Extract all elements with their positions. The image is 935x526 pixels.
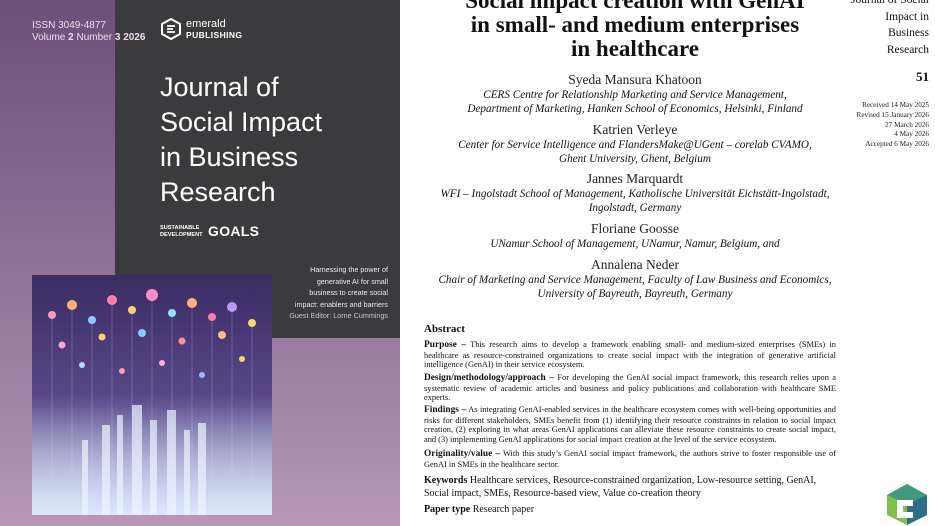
- cover-desc-line: generative AI for small: [316, 276, 388, 286]
- date-line: 27 March 2026: [885, 120, 929, 129]
- abstract-label: Design/methodology/approach –: [424, 373, 555, 383]
- issue-year: 2026: [123, 32, 146, 43]
- sdg-line: SUSTAINABLE: [160, 225, 200, 231]
- journal-cover: ISSN 3049-4877 Volume 2 Number 3 2026 em…: [0, 0, 400, 526]
- cover-title-line: Research: [160, 177, 276, 207]
- cover-desc-line: Harnessing the power of: [310, 265, 388, 274]
- abstract-label: Purpose –: [424, 340, 467, 350]
- title-line: in healthcare: [571, 36, 699, 61]
- author-name: Floriane Goosse: [590, 221, 680, 236]
- cover-illustration: [32, 275, 272, 515]
- issue-number: 3: [114, 32, 121, 43]
- author-affiliation: Chair of Marketing and Service Managemen…: [420, 273, 850, 301]
- abstract-text: With this study’s GenAI social impact fr…: [424, 449, 836, 469]
- sdg-logo: SUSTAINABLE DEVELOPMENT GOALS: [160, 223, 290, 242]
- cover-desc-line: business to create social: [309, 288, 388, 297]
- sdg-line: DEVELOPMENT: [160, 231, 203, 238]
- author-name: Syeda Mansura Khatoon: [568, 72, 702, 87]
- cover-title-line: Journal of: [160, 72, 279, 102]
- submission-dates: Received 14 May 2025 Revised 15 January …: [857, 101, 929, 150]
- abstract-heading: Abstract: [424, 323, 465, 335]
- author-name: Katrien Verleye: [592, 122, 678, 137]
- abstract-text: As integrating GenAI-enabled services in…: [424, 405, 836, 444]
- sidebar-journal-line: Business: [888, 27, 929, 39]
- emerald-logo-icon: [161, 18, 181, 40]
- sidebar-journal-line: Research: [886, 43, 929, 56]
- affiliation-line: Ghent University, Ghent, Belgium: [559, 153, 711, 165]
- affiliation-line: UNamur School of Management, UNamur, Nam…: [490, 238, 780, 250]
- author-affiliation: CERS Centre for Relationship Marketing a…: [420, 88, 850, 116]
- title-line: Social impact creation with GenAI: [465, 0, 805, 13]
- author-name: Annalena Neder: [590, 257, 680, 272]
- sidebar-journal-line: Journal of Social: [851, 0, 929, 6]
- logo-text-publishing: PUBLISHING: [186, 30, 243, 40]
- author-affiliation: Center for Service Intelligence and Flan…: [420, 138, 850, 166]
- paper-type-label: Paper type: [424, 504, 471, 515]
- title-line: in small- and medium enterprises: [470, 12, 800, 37]
- abstract-design: Design/methodology/approach – For develo…: [424, 373, 836, 403]
- paper-type-text: Research paper: [472, 504, 535, 515]
- number-label: Number: [76, 32, 113, 43]
- guest-editor: Guest Editor: Lorne Cummings: [289, 311, 388, 320]
- sidebar-journal-line: Impact in: [885, 10, 929, 23]
- keywords-label: Keywords: [424, 475, 468, 486]
- date-line: Revised 15 January 2026: [856, 110, 929, 119]
- affiliation-line: Department of Marketing, Hanken School o…: [467, 103, 803, 115]
- sdg-small-text: SUSTAINABLE DEVELOPMENT: [160, 225, 203, 238]
- cover-description: Harnessing the power of generative AI fo…: [270, 264, 388, 322]
- author-affiliation: WFI – Ingolstadt School of Management, K…: [420, 187, 850, 215]
- publisher-corner-logo-icon: [887, 484, 927, 525]
- sdg-goals-text: GOALS: [208, 223, 260, 239]
- date-line: 4 May 2026: [894, 130, 929, 139]
- abstract-text: This research aims to develop a framewor…: [424, 340, 836, 370]
- cover-journal-title: Journal of Social Impact in Business Res…: [160, 70, 390, 210]
- emerald-publishing-logo: emerald PUBLISHING: [160, 18, 250, 44]
- volume-label: Volume: [32, 32, 66, 43]
- logo-text-emerald: emerald: [186, 18, 226, 30]
- cover-title-line: in Business: [160, 142, 299, 172]
- affiliation-line: University of Bayreuth, Bayreuth, German…: [537, 288, 733, 300]
- abstract-label: Originality/value –: [424, 449, 501, 459]
- author-affiliation: UNamur School of Management, UNamur, Nam…: [420, 237, 850, 251]
- author-name: Jannes Marquardt: [586, 171, 684, 186]
- cover-volume-line: Volume 2 Number 3 2026: [32, 32, 145, 44]
- article-title: Social impact creation with GenAI in sma…: [430, 0, 840, 61]
- abstract-purpose: Purpose – This research aims to develop …: [424, 340, 836, 370]
- abstract-text: For developing the GenAI social impact f…: [424, 373, 837, 403]
- affiliation-line: CERS Centre for Relationship Marketing a…: [483, 89, 787, 101]
- affiliation-line: Chair of Marketing and Service Managemen…: [438, 274, 832, 286]
- cover-desc-line: impact: enablers and barriers: [294, 299, 388, 309]
- affiliation-line: Center for Service Intelligence and Flan…: [458, 139, 812, 151]
- volume-number: 2: [68, 32, 74, 43]
- cover-title-line: Social Impact: [160, 107, 323, 137]
- keywords-text: Healthcare services, Resource-constraine…: [424, 475, 817, 499]
- cover-issn: ISSN 3049-4877: [32, 20, 106, 31]
- page-number: 51: [916, 69, 929, 84]
- affiliation-line: Ingolstadt, Germany: [588, 202, 682, 214]
- date-line: Accepted 6 May 2026: [865, 140, 929, 149]
- cover-issn-block: ISSN 3049-4877 Volume 2 Number 3 2026: [32, 20, 145, 44]
- abstract-label: Findings –: [424, 405, 467, 415]
- affiliation-line: WFI – Ingolstadt School of Management, K…: [440, 188, 830, 200]
- paper-type: Paper type Research paper: [424, 504, 534, 515]
- sidebar-journal-name: Journal of Social Impact in Business Res…: [851, 0, 929, 58]
- keywords: Keywords Healthcare services, Resource-c…: [424, 475, 836, 500]
- date-line: Received 14 May 2025: [862, 101, 929, 109]
- abstract-findings: Findings – As integrating GenAI-enabled …: [424, 405, 836, 444]
- abstract-originality: Originality/value – With this study’s Ge…: [424, 449, 836, 469]
